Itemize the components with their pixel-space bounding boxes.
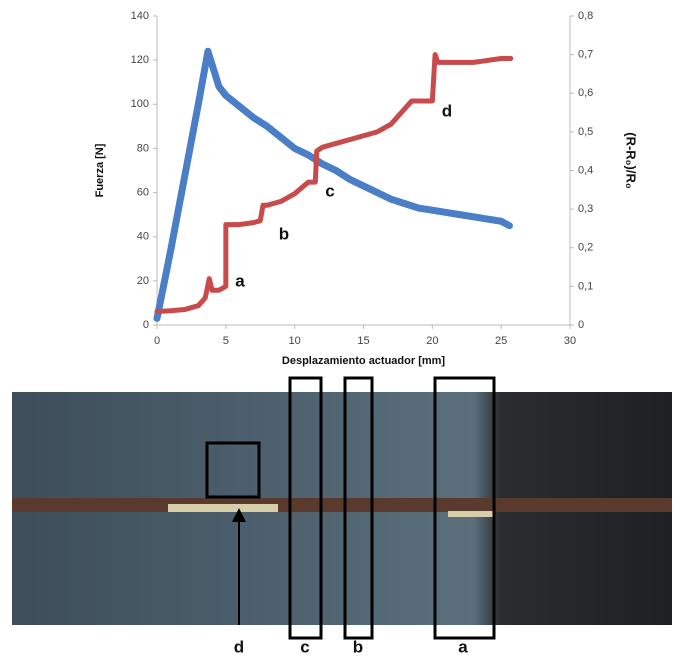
- adhesive: [448, 511, 493, 517]
- annotation: c: [325, 181, 334, 200]
- photo: [12, 376, 672, 640]
- y2-tick-label: 0,1: [578, 280, 593, 292]
- y-tick-label: 40: [137, 231, 149, 243]
- region-box: [433, 376, 496, 640]
- region-label: a: [458, 637, 468, 656]
- y2-tick-label: 0: [578, 319, 584, 331]
- y2-tick-label: 0,2: [578, 242, 593, 254]
- y2-tick-label: 0,5: [578, 126, 593, 138]
- y2-axis-title: (R-R₀)/R₀: [624, 132, 639, 189]
- region-box: [343, 376, 374, 640]
- adhesive: [168, 504, 278, 512]
- data-line: [153, 47, 513, 322]
- annotation: b: [279, 224, 289, 243]
- y-tick-label: 20: [137, 275, 149, 287]
- specimen-gap: [12, 498, 672, 512]
- region-label: b: [353, 637, 363, 656]
- region-label: c: [300, 637, 309, 656]
- y-tick-label: 140: [131, 10, 149, 22]
- y2-tick-label: 0,6: [578, 87, 593, 99]
- x-tick-label: 30: [564, 335, 576, 347]
- x-tick-label: 25: [495, 335, 507, 347]
- y-tick-label: 120: [131, 54, 149, 66]
- region-box: [288, 376, 323, 640]
- y-tick-label: 60: [137, 186, 149, 198]
- annotation: d: [442, 101, 452, 120]
- y2-tick-label: 0,3: [578, 203, 593, 215]
- region-label: d: [234, 637, 244, 656]
- y2-tick-label: 0,4: [578, 164, 593, 176]
- data-line: [154, 52, 514, 314]
- x-axis-title: Desplazamiento actuador [mm]: [282, 355, 446, 367]
- y-axis-title: Fuerza [N]: [94, 143, 106, 197]
- x-tick-label: 0: [154, 335, 160, 347]
- x-tick-label: 20: [426, 335, 438, 347]
- x-tick-label: 10: [289, 335, 301, 347]
- region-box: [205, 441, 261, 499]
- y-tick-label: 0: [143, 319, 149, 331]
- y2-tick-label: 0,8: [578, 10, 593, 22]
- arrow-head: [232, 508, 246, 522]
- annotation: a: [235, 271, 245, 290]
- x-tick-label: 5: [223, 335, 229, 347]
- chart: 0 5 10 15 20 25 3002040608010012014000,10,20,3…: [94, 10, 639, 367]
- x-tick-label: 15: [357, 335, 369, 347]
- y-tick-label: 80: [137, 142, 149, 154]
- y-tick-label: 100: [131, 98, 149, 110]
- y2-tick-label: 0,7: [578, 49, 593, 61]
